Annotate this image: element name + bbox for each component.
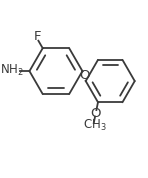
- Text: CH$_3$: CH$_3$: [83, 118, 107, 133]
- Text: F: F: [34, 30, 41, 43]
- Text: NH$_2$: NH$_2$: [0, 63, 24, 78]
- Text: O: O: [90, 107, 101, 120]
- Text: O: O: [79, 69, 89, 82]
